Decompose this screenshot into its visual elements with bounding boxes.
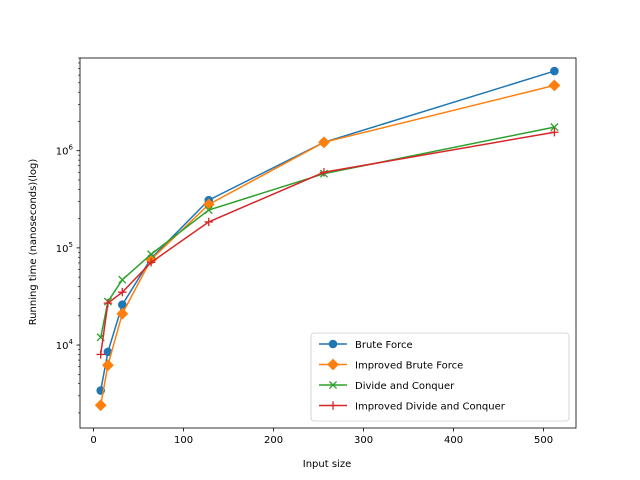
- legend-marker: [328, 339, 338, 349]
- series-3: [96, 123, 559, 342]
- legend: Brute Force Improved Brute Force Divide an…: [310, 332, 570, 422]
- series-line: [99, 126, 555, 338]
- data-point: [118, 287, 127, 297]
- x-tick-label: 500: [534, 435, 553, 446]
- legend-marker: [327, 358, 339, 371]
- x-axis-label: Input size: [303, 459, 351, 470]
- legend-item: Improved Brute Force: [319, 358, 463, 372]
- series-4: [96, 128, 559, 359]
- x-tick-label: 400: [444, 435, 463, 446]
- data-point: [94, 399, 107, 412]
- data-point: [550, 66, 559, 76]
- legend-item: Brute Force: [319, 339, 413, 351]
- data-point: [204, 217, 213, 227]
- y-tick-label-base: 10: [56, 147, 69, 158]
- data-point: [96, 350, 105, 359]
- legend-item: Divide and Conquer: [319, 380, 455, 392]
- data-point: [146, 258, 156, 267]
- y-tick-label-base: 10: [56, 244, 69, 255]
- data-point: [118, 275, 127, 284]
- data-point: [147, 250, 156, 259]
- legend-label: Improved Divide and Conquer: [355, 402, 506, 413]
- y-tick-label-exponent: 5: [69, 241, 73, 249]
- y-tick-label-base: 10: [56, 341, 69, 352]
- y-tick-label-exponent: 6: [69, 144, 74, 152]
- data-point: [101, 359, 114, 372]
- y-tick-label: 104: [56, 338, 74, 352]
- y-tick-label: 106: [56, 144, 74, 158]
- x-tick-label: 300: [354, 435, 373, 446]
- legend-label: Brute Force: [355, 340, 413, 351]
- y-axis-label: Running time (nanoseconds)(log): [28, 159, 39, 326]
- legend-label: Improved Brute Force: [355, 361, 463, 372]
- data-point: [550, 128, 559, 137]
- x-tick-label: 100: [174, 435, 193, 446]
- x-tick-label: 200: [264, 435, 283, 446]
- legend-marker: [328, 401, 338, 410]
- y-tick-label: 105: [56, 241, 73, 255]
- legend-marker: [328, 380, 338, 390]
- data-point: [204, 206, 213, 215]
- y-tick-label-exponent: 4: [69, 338, 74, 346]
- legend-item: Improved Divide and Conquer: [319, 401, 506, 413]
- legend-label: Divide and Conquer: [355, 381, 455, 392]
- data-point: [318, 136, 330, 149]
- data-point: [550, 123, 559, 132]
- plot-area: [94, 66, 561, 412]
- axes-frame: [79, 57, 577, 429]
- x-tick-label: 0: [90, 435, 96, 446]
- data-point: [103, 298, 113, 308]
- data-point: [319, 168, 329, 177]
- data-point: [548, 79, 561, 92]
- legend-box: [310, 332, 570, 422]
- data-point: [116, 307, 129, 320]
